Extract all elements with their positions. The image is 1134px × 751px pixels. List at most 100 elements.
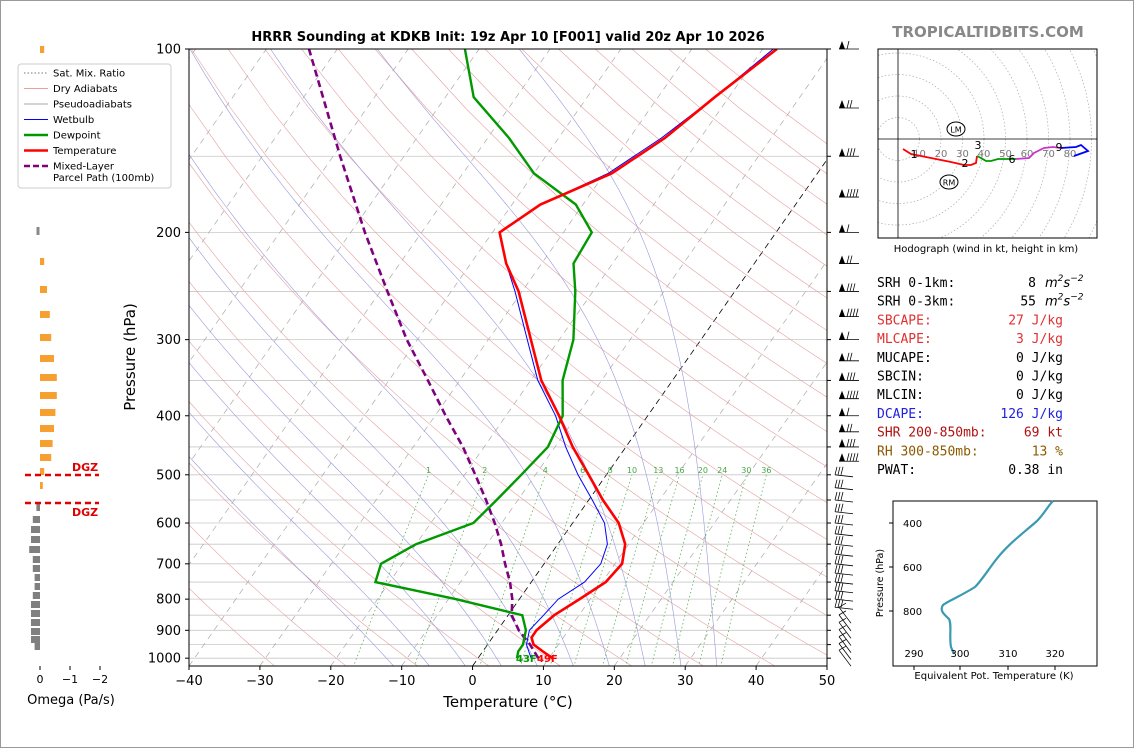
stat-label: SBCIN: xyxy=(877,370,924,385)
wind-barb-flag xyxy=(846,224,850,233)
wind-barb-flag xyxy=(834,591,838,600)
legend-label: Temperature xyxy=(52,146,116,157)
pseudoadiabat xyxy=(189,411,430,666)
stat-unit: m2s−2 xyxy=(1045,274,1084,291)
isotherm xyxy=(543,260,827,666)
wind-barb-flag xyxy=(846,40,850,50)
hodograph-ring-label: 60 xyxy=(1021,149,1034,160)
mixing-ratio-label: 10 xyxy=(627,466,637,475)
omega-bar xyxy=(36,504,40,511)
theta-e-y-tick-label: 800 xyxy=(903,607,922,618)
mixing-ratio-line xyxy=(672,474,723,666)
wind-barb-flag xyxy=(834,514,838,524)
wind-barb-flag xyxy=(834,546,838,555)
wind-barb-flag xyxy=(855,453,859,462)
mixing-ratio-line xyxy=(720,474,767,666)
stat-value: 69 kt xyxy=(1024,426,1063,441)
stat-label: SHR 200-850mb: xyxy=(877,426,987,441)
wind-barb-flag xyxy=(849,423,853,432)
wind-barb-flag xyxy=(837,582,841,591)
omega-bar xyxy=(34,643,40,650)
wind-barb-flag xyxy=(846,148,850,157)
wind-barb-flag xyxy=(838,610,847,616)
stat-value: 0 J/kg xyxy=(1016,370,1063,385)
omega-bar xyxy=(31,628,40,635)
wind-barb-flag xyxy=(849,308,853,317)
hodograph-rings: 10 20 30 40 50 60 70 80 1 23 6 9 LM RM xyxy=(878,49,1097,238)
theta-e-axes: 290 300 310 320 400 600 800 xyxy=(889,519,1065,670)
stat-label: SBCAPE: xyxy=(877,313,932,328)
pseudoadiabat xyxy=(189,49,610,666)
mixing-ratio-label: 30 xyxy=(741,466,751,475)
chart-title: HRRR Sounding at KDKB Init: 19z Apr 10 [… xyxy=(251,30,764,45)
theta-e-y-tick-label: 600 xyxy=(903,563,922,574)
wind-barb-flag xyxy=(834,565,838,574)
omega-bar xyxy=(31,619,40,626)
wind-barb-pennant xyxy=(839,331,845,340)
hodograph-height-label: 6 xyxy=(1009,153,1016,166)
wind-barb-flag xyxy=(849,372,853,381)
wind-barb-flag xyxy=(846,283,850,292)
wind-barb-flag xyxy=(852,438,856,448)
theta-e-frame xyxy=(892,500,1098,667)
wind-barb-flag xyxy=(834,536,838,545)
wind-barb-flag xyxy=(846,372,850,381)
mixing-ratio-label: 36 xyxy=(761,466,771,475)
x-tick-label: −20 xyxy=(317,674,344,689)
skewt-profiles xyxy=(307,49,778,660)
dry-adiabat xyxy=(189,524,347,666)
hodograph-frame xyxy=(877,48,1098,239)
sounding-stats: SRH 0-1km: 8 m2s−2 SRH 0-3km: 55 m2s−2 SBCAPE:… xyxy=(877,274,1084,478)
y-tick-label: 700 xyxy=(156,557,181,572)
wind-barb-pennant xyxy=(839,438,845,447)
wind-barb-flag xyxy=(855,188,859,198)
hodograph-height-label: 1 xyxy=(911,148,918,161)
theta-e-panel: 290 300 310 320 400 600 800 Equivalent Pot. Te… xyxy=(875,500,1098,682)
omega-bar xyxy=(40,392,57,399)
y-tick-label: 100 xyxy=(156,43,181,58)
omega-bar xyxy=(40,409,56,416)
pseudoadiabat xyxy=(518,49,718,666)
isotherm xyxy=(259,49,693,666)
wind-barb-flag xyxy=(852,308,856,317)
temperature-line xyxy=(498,49,778,660)
omega-bar xyxy=(31,536,40,543)
theta-e-x-tick-label: 300 xyxy=(950,649,969,660)
dry-adiabat xyxy=(189,103,827,656)
stat-label: PWAT: xyxy=(877,463,916,478)
mixing-ratio-label: 4 xyxy=(543,466,548,475)
wind-barb-pennant xyxy=(839,407,845,416)
wind-barb-flag xyxy=(837,565,841,574)
dewpoint-line xyxy=(373,49,594,659)
wind-barb-flag xyxy=(840,479,844,488)
isotherm xyxy=(330,49,763,666)
wind-barb-flag xyxy=(840,503,844,512)
wind-barb-flag xyxy=(837,573,841,583)
dry-adiabat xyxy=(374,49,827,433)
dry-adiabat xyxy=(411,49,827,398)
wind-barb-pennant xyxy=(839,453,845,462)
wind-barb-flag xyxy=(834,555,838,564)
wind-barb-flag xyxy=(838,602,847,608)
y-tick-label: 500 xyxy=(156,468,181,483)
omega-bar xyxy=(40,311,50,318)
stat-label: SRH 0-3km: xyxy=(877,295,955,310)
wind-barb-flag xyxy=(855,308,859,317)
omega-bar xyxy=(40,482,43,489)
isotherm xyxy=(189,49,409,363)
omega-bar xyxy=(31,610,40,617)
dgz-label-top: DGZ xyxy=(72,461,98,474)
mixing-ratio-label: 1 xyxy=(426,466,431,475)
omega-bar xyxy=(40,440,53,447)
mixing-ratio-labels: 1 2 4 6 8 10 13 16 20 24 30 36 xyxy=(426,466,771,475)
mixing-ratio-label: 8 xyxy=(608,466,613,475)
hodograph-ring-label: 50 xyxy=(999,149,1012,160)
theta-e-xlabel: Equivalent Pot. Temperature (K) xyxy=(914,671,1073,682)
wind-barb-flag xyxy=(840,466,844,475)
stat-value: 27 J/kg xyxy=(1008,313,1063,328)
stat-unit: m2s−2 xyxy=(1045,293,1084,310)
omega-bar xyxy=(34,583,40,590)
